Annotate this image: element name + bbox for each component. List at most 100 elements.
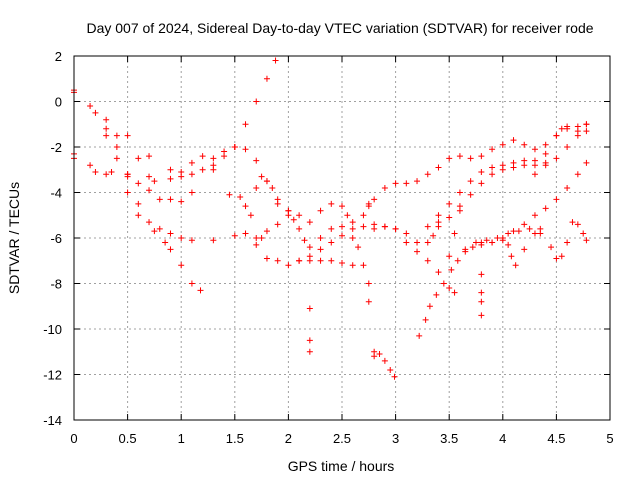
- data-point: [376, 351, 383, 358]
- data-point: [92, 169, 99, 176]
- series-track-i: [365, 121, 590, 210]
- data-point: [355, 244, 362, 251]
- data-point: [446, 253, 453, 260]
- data-point: [349, 262, 356, 269]
- data-point: [446, 200, 453, 207]
- data-point: [146, 173, 153, 180]
- data-point: [253, 241, 260, 248]
- data-point: [553, 155, 560, 162]
- data-point: [391, 373, 398, 380]
- data-point: [574, 171, 581, 178]
- data-point: [274, 196, 281, 203]
- data-point: [247, 212, 254, 219]
- data-point: [456, 153, 463, 160]
- data-point: [199, 166, 206, 173]
- data-point: [430, 232, 437, 239]
- data-point: [339, 203, 345, 210]
- data-point: [467, 191, 474, 198]
- data-point: [478, 298, 485, 305]
- data-point: [242, 203, 249, 210]
- data-point: [381, 223, 388, 230]
- data-point: [167, 175, 174, 182]
- data-point: [489, 239, 496, 246]
- data-point: [328, 225, 335, 232]
- data-point: [414, 239, 421, 246]
- data-point: [531, 171, 538, 178]
- data-point: [558, 125, 565, 132]
- data-point: [424, 257, 431, 264]
- data-point: [574, 221, 581, 228]
- data-point: [583, 121, 590, 128]
- data-point: [365, 298, 372, 305]
- data-point: [531, 212, 538, 219]
- data-point: [285, 207, 292, 214]
- data-point: [365, 203, 372, 210]
- data-point: [478, 180, 485, 187]
- data-point: [113, 155, 120, 162]
- data-point: [197, 287, 204, 294]
- data-point: [199, 153, 206, 160]
- data-point: [306, 348, 313, 355]
- data-point: [263, 255, 270, 262]
- data-point: [210, 237, 217, 244]
- data-point: [512, 262, 519, 269]
- data-point: [478, 239, 485, 246]
- data-point: [435, 212, 442, 219]
- data-point: [505, 241, 512, 248]
- y-tick-label: -14: [43, 413, 62, 428]
- data-point: [103, 171, 110, 178]
- x-tick-label: 4.5: [547, 431, 565, 446]
- series-track-k: [478, 159, 590, 248]
- data-point: [103, 116, 110, 123]
- series-track-l: [462, 219, 590, 262]
- data-point: [371, 225, 378, 232]
- data-point: [489, 171, 496, 178]
- data-point: [328, 200, 335, 207]
- data-point: [210, 162, 217, 169]
- data-point: [542, 150, 549, 157]
- data-point: [317, 246, 324, 253]
- data-point: [263, 228, 270, 235]
- data-point: [188, 171, 195, 178]
- data-point: [583, 159, 590, 166]
- data-point: [258, 173, 265, 180]
- x-tick-label: 1: [178, 431, 185, 446]
- data-point: [339, 232, 345, 239]
- data-point: [113, 144, 120, 150]
- data-point: [178, 262, 185, 269]
- data-point: [339, 260, 345, 267]
- data-point: [188, 189, 195, 196]
- data-point: [167, 246, 174, 253]
- data-point: [339, 223, 345, 230]
- data-point: [371, 353, 378, 360]
- data-points: [71, 57, 590, 380]
- y-tick-label: -2: [50, 140, 62, 155]
- data-point: [574, 128, 581, 135]
- data-point: [448, 266, 455, 273]
- data-point: [135, 212, 142, 219]
- data-point: [414, 248, 421, 255]
- data-point: [580, 230, 587, 237]
- data-point: [508, 253, 515, 260]
- data-point: [510, 137, 517, 144]
- data-point: [87, 103, 94, 110]
- data-point: [306, 219, 313, 226]
- data-point: [381, 184, 388, 191]
- data-point: [263, 178, 270, 185]
- data-point: [469, 244, 476, 251]
- data-point: [416, 332, 423, 339]
- data-point: [392, 225, 399, 232]
- data-point: [231, 144, 238, 150]
- data-point: [285, 262, 292, 269]
- data-point: [542, 162, 549, 169]
- data-point: [548, 244, 555, 251]
- data-point: [440, 280, 447, 287]
- data-point: [499, 162, 506, 169]
- x-tick-label: 4: [499, 431, 506, 446]
- data-point: [583, 128, 590, 135]
- data-point: [296, 225, 303, 232]
- data-point: [564, 239, 571, 246]
- data-point: [521, 157, 528, 164]
- data-point: [483, 237, 490, 244]
- data-point: [403, 230, 410, 237]
